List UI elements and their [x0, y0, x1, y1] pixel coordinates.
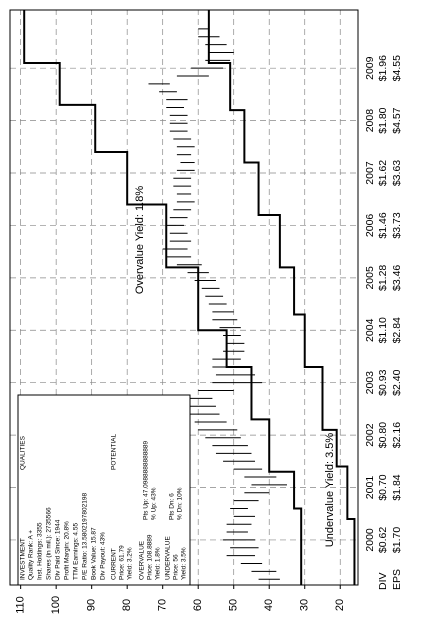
info-text: Pts Up: 47.0988888888889	[143, 440, 150, 520]
row-value: $1.70	[391, 527, 403, 553]
row-value: $0.62	[377, 527, 389, 553]
row-value: $0.70	[377, 474, 389, 500]
y-tick-label: 110	[15, 596, 27, 614]
row-label: DIV	[377, 572, 389, 590]
info-text: POTENTIAL	[111, 433, 118, 470]
info-text: Pts Dn: 6	[169, 493, 176, 520]
info-text: Price: 61.79	[119, 545, 126, 580]
x-tick-label: 2003	[364, 371, 376, 395]
info-text: INVESTMENT	[20, 538, 27, 580]
info-text: Quality Rank: A +	[28, 530, 35, 580]
rotated-plot: 20 30 40 50 60 70 80 90 100 110 2000 2001 2002 2003 20…	[9, 9, 403, 614]
info-text: Book Value: 15.87	[91, 527, 98, 580]
info-box	[17, 394, 191, 586]
row-value: $2.84	[391, 317, 403, 343]
row-value: $1.96	[377, 55, 389, 81]
info-text: % Dn: 10%	[177, 487, 184, 520]
row-value: $1.80	[377, 107, 389, 133]
x-tick-label: 2000	[364, 528, 376, 552]
x-tick-label: 2002	[364, 423, 376, 447]
y-tick-label: 70	[157, 599, 169, 611]
x-tick-label: 2005	[364, 266, 376, 290]
row-value: $1.28	[377, 265, 389, 291]
annotation: Overvalue Yield: 1.8%	[134, 186, 146, 294]
info-text: Inst. Holdings: 3355	[37, 522, 44, 580]
row-value: $4.55	[391, 55, 403, 81]
row-value: $3.73	[391, 212, 403, 238]
x-tick-label: 2004	[364, 318, 376, 342]
info-text: Yield: 3.5%	[181, 547, 188, 580]
row-value: $3.63	[391, 160, 403, 186]
info-text: Price: 108.8889	[147, 534, 154, 580]
y-tick-label: 50	[228, 599, 240, 611]
row-value: $4.57	[391, 107, 403, 133]
y-tick-label: 40	[263, 599, 275, 611]
row-value: $2.16	[391, 422, 403, 448]
y-tick-label: 30	[299, 599, 311, 611]
info-text: Yield: 3.2%	[127, 547, 134, 580]
x-tick-label: 2007	[364, 161, 376, 185]
x-tick-label: 2006	[364, 214, 376, 238]
row-value: $0.93	[377, 369, 389, 395]
info-text: QUALITIES	[20, 435, 27, 470]
info-text: OVERVALUE	[139, 540, 146, 580]
row-label: EPS	[391, 569, 403, 590]
y-tick-label: 100	[50, 596, 62, 614]
row-value: $0.80	[377, 422, 389, 448]
info-text: Price: 56	[173, 554, 180, 580]
row-value: $2.40	[391, 369, 403, 395]
row-value: $1.62	[377, 160, 389, 186]
info-text: Div Paid Since: 1944	[55, 519, 62, 580]
row-value: $3.46	[391, 265, 403, 291]
value-line	[23, 10, 303, 585]
row-value: $1.46	[377, 212, 389, 238]
y-tick-label: 60	[192, 599, 204, 611]
y-tick-label: 20	[334, 599, 346, 611]
y-tick-label: 90	[86, 599, 98, 611]
info-text: Shares (in mil.): 2735566	[46, 507, 53, 580]
info-text: Div Payout: 43%	[100, 532, 107, 580]
info-text: CURRENT	[111, 548, 118, 580]
info-text: TTM Earnings: 4.55	[73, 523, 80, 580]
x-tick-label: 2008	[364, 109, 376, 133]
info-text: P/E Ratio: 13.5802197802198	[82, 493, 89, 580]
row-value: $1.84	[391, 474, 403, 500]
annotation: Undervalue Yield: 3.5%	[324, 433, 336, 548]
info-text: Profit Margin: 20.8%	[64, 521, 71, 580]
x-tick-label: 2001	[364, 476, 376, 500]
info-text: Yield: 1.8%	[155, 547, 162, 580]
info-text: % Up: 43%	[151, 487, 158, 520]
row-value: $1.10	[377, 317, 389, 343]
info-text: UNDERVALUE	[165, 536, 172, 580]
x-tick-label: 2009	[364, 56, 376, 80]
y-tick-label: 80	[121, 599, 133, 611]
value-line	[207, 10, 356, 585]
